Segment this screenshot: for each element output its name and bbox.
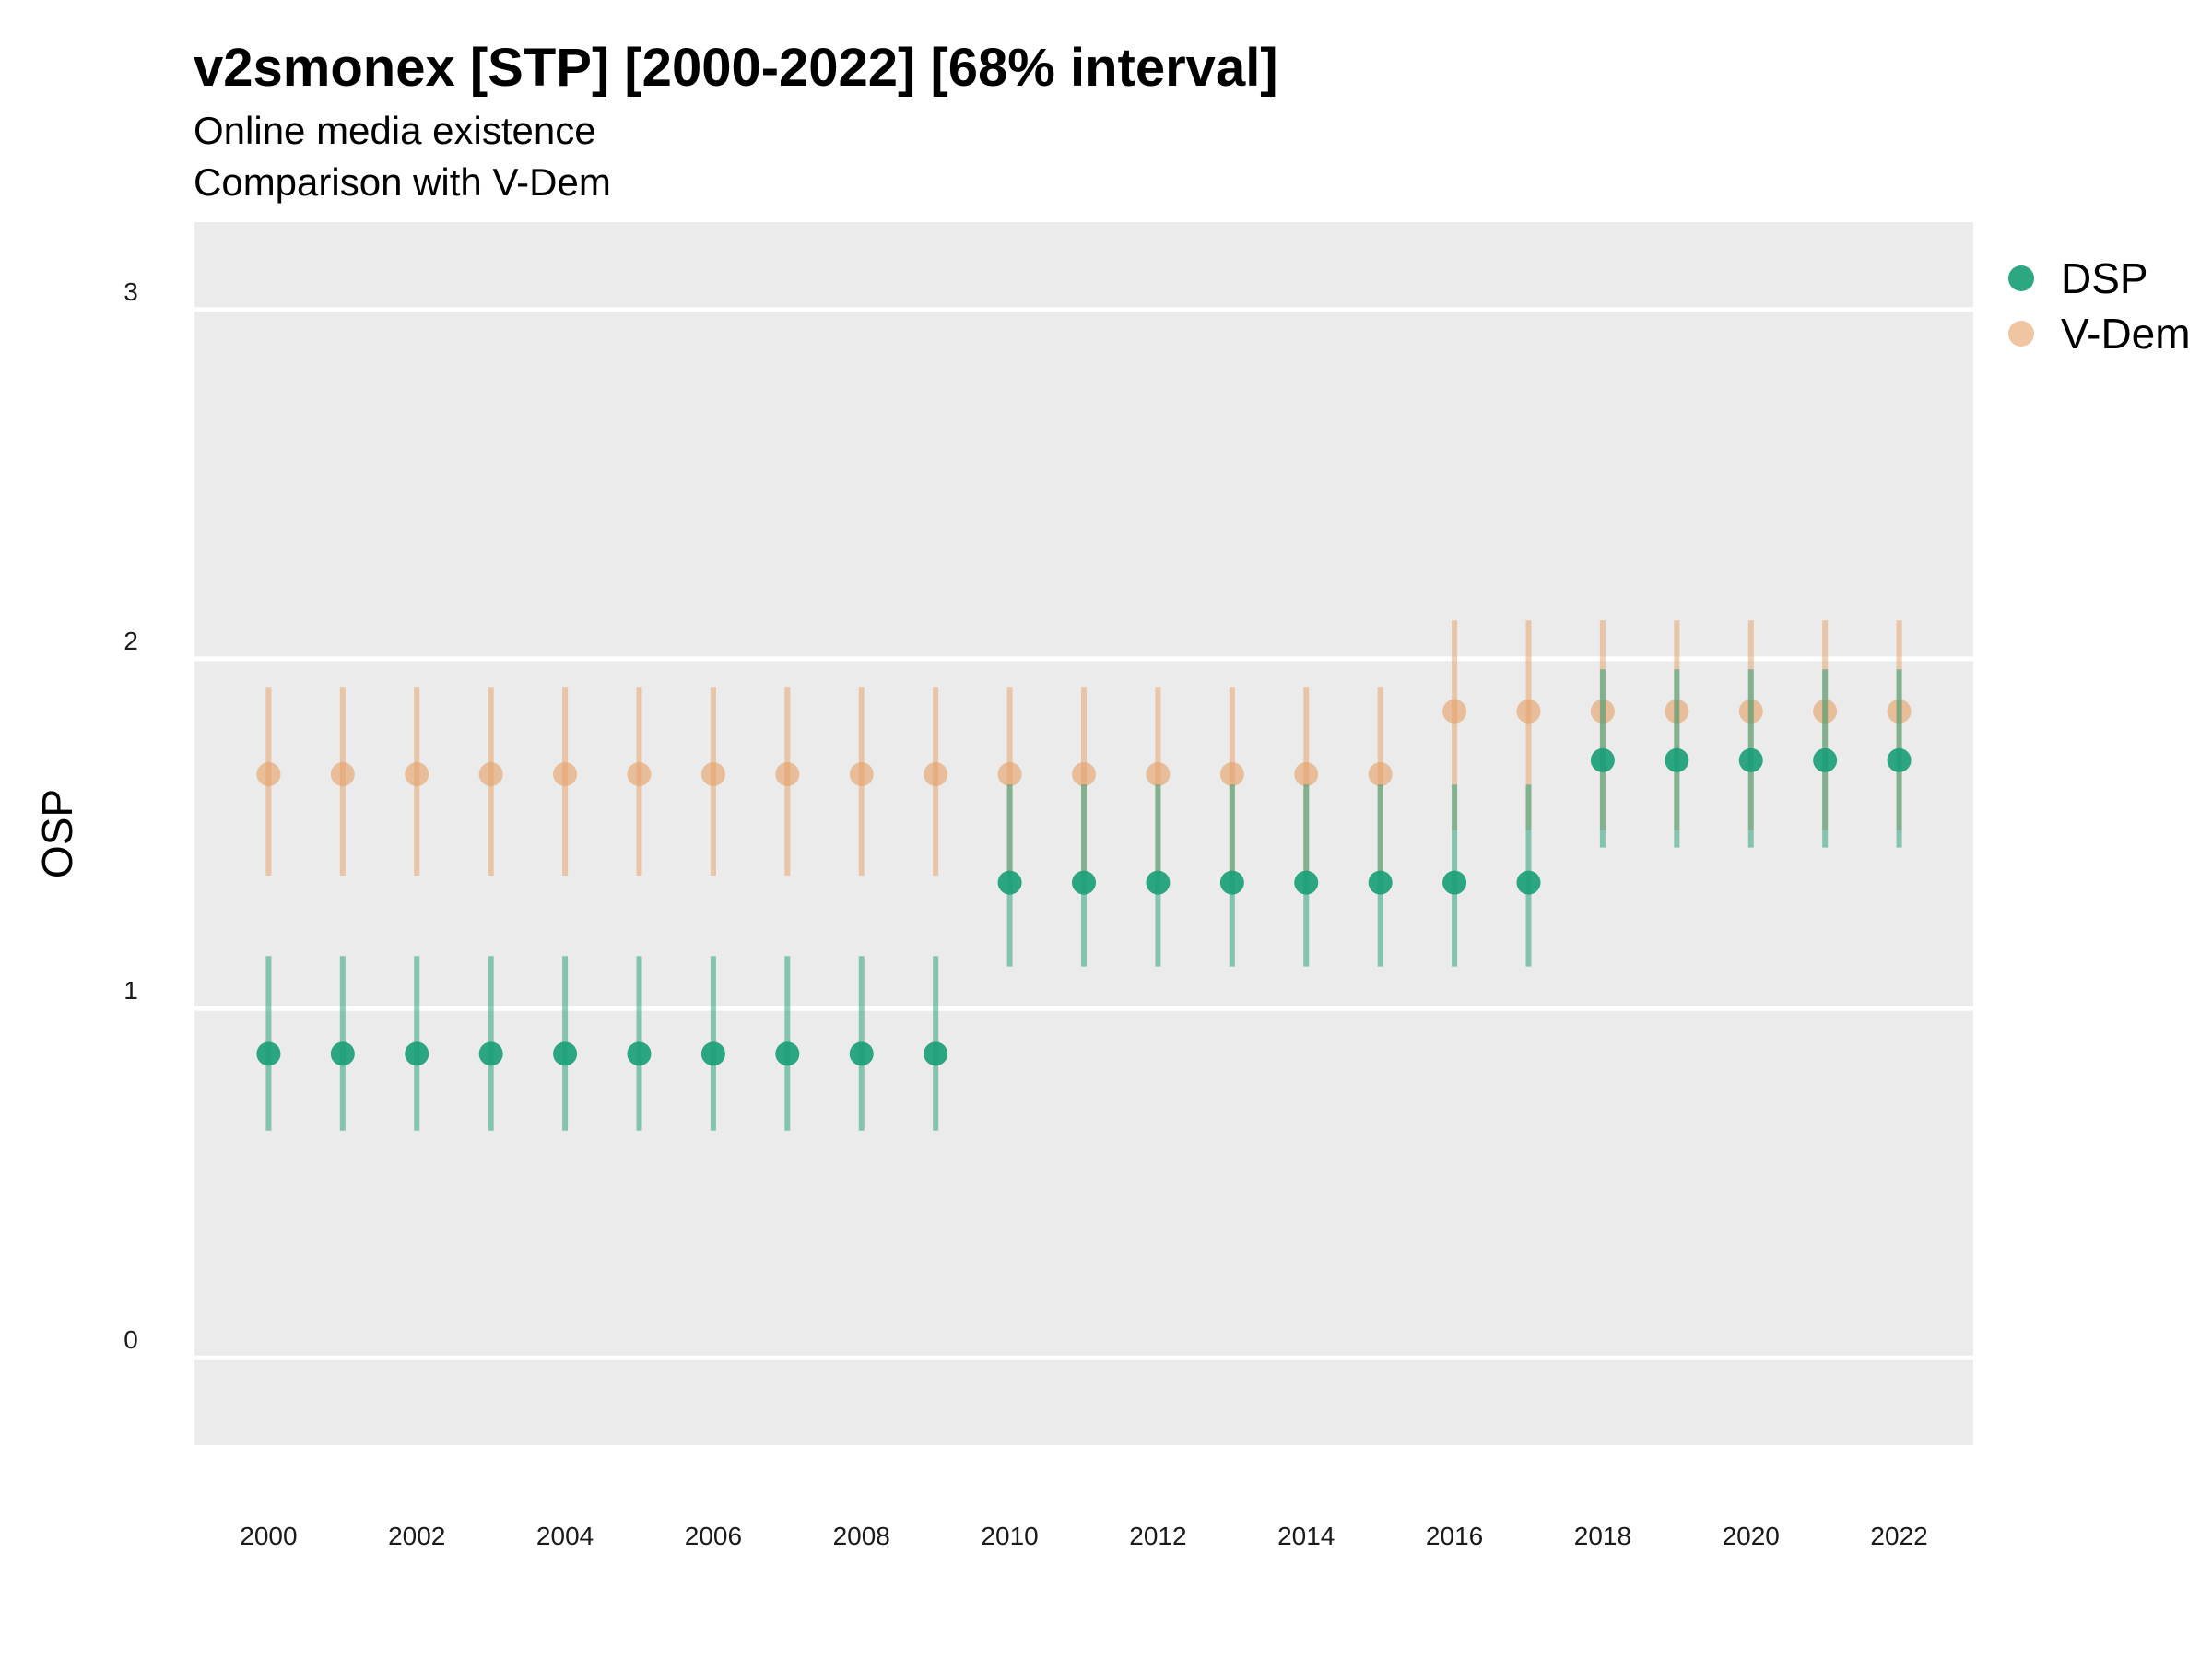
chart-subtitle-secondary: Comparison with V-Dem	[194, 160, 611, 204]
data-marks	[256, 620, 1912, 1131]
dsp-point	[405, 1041, 429, 1066]
x-tick-label: 2008	[833, 1522, 890, 1550]
vdem-point	[1368, 762, 1393, 787]
chart-subtitle: Online media existence	[194, 109, 596, 152]
x-tick-label: 2018	[1574, 1522, 1631, 1550]
x-tick-label: 2006	[685, 1522, 742, 1550]
dsp-point	[627, 1041, 652, 1066]
x-axis-ticks: 2000 2002 2004 2006 2008 2010 2012 2014 2016 2018…	[240, 1522, 1927, 1550]
dsp-point	[849, 1041, 874, 1066]
x-tick-label: 2020	[1723, 1522, 1780, 1550]
dsp-point	[1442, 870, 1467, 895]
vdem-point	[627, 762, 652, 787]
y-axis-ticks: 0 1 2 3	[124, 277, 138, 1354]
vdem-point	[405, 762, 429, 787]
y-tick-label: 1	[124, 976, 138, 1005]
x-tick-label: 2002	[388, 1522, 445, 1550]
legend-key	[2008, 321, 2034, 347]
x-tick-label: 2004	[536, 1522, 594, 1550]
dsp-point	[775, 1041, 800, 1066]
vdem-point	[478, 762, 503, 787]
dsp-point	[256, 1041, 281, 1066]
dsp-point	[1813, 747, 1838, 772]
vdem-point	[1294, 762, 1319, 787]
vdem-point	[553, 762, 578, 787]
x-tick-label: 2010	[981, 1522, 1038, 1550]
y-tick-label: 3	[124, 277, 138, 306]
dsp-point	[1665, 747, 1689, 772]
vdem-point	[1516, 699, 1541, 724]
dsp-point	[1738, 747, 1763, 772]
y-tick-label: 2	[124, 627, 138, 655]
dsp-point	[924, 1041, 948, 1066]
legend: DSP V-Dem	[2008, 254, 2191, 358]
legend-label: DSP	[2061, 254, 2148, 302]
dsp-point	[1590, 747, 1615, 772]
vdem-point	[997, 762, 1022, 787]
dsp-point	[700, 1041, 725, 1066]
dsp-point	[1219, 870, 1244, 895]
dsp-point	[997, 870, 1022, 895]
x-tick-label: 2022	[1870, 1522, 1927, 1550]
x-tick-label: 2014	[1277, 1522, 1335, 1550]
dsp-point	[553, 1041, 578, 1066]
x-tick-label: 2016	[1426, 1522, 1483, 1550]
vdem-point	[1146, 762, 1171, 787]
vdem-point	[1219, 762, 1244, 787]
vdem-point	[256, 762, 281, 787]
vdem-point	[924, 762, 948, 787]
y-tick-label: 0	[124, 1325, 138, 1354]
dsp-point	[1887, 747, 1912, 772]
x-tick-label: 2012	[1129, 1522, 1186, 1550]
gridlines	[157, 307, 1973, 1360]
dsp-point	[1294, 870, 1319, 895]
dsp-point	[1072, 870, 1096, 895]
vdem-point	[700, 762, 725, 787]
dsp-point	[1146, 870, 1171, 895]
legend-label: V-Dem	[2061, 310, 2191, 358]
legend-key	[2008, 265, 2034, 291]
vdem-point	[1442, 699, 1467, 724]
y-axis-label: OSP	[33, 789, 81, 878]
dsp-point	[330, 1041, 355, 1066]
x-tick-label: 2000	[240, 1522, 297, 1550]
vdem-point	[775, 762, 800, 787]
dsp-point	[478, 1041, 503, 1066]
vdem-point	[1072, 762, 1096, 787]
vdem-point	[849, 762, 874, 787]
chart-title: v2smonex [STP] [2000-2022] [68% interval…	[194, 38, 1278, 98]
dsp-point	[1368, 870, 1393, 895]
vdem-point	[330, 762, 355, 787]
dsp-point	[1516, 870, 1541, 895]
